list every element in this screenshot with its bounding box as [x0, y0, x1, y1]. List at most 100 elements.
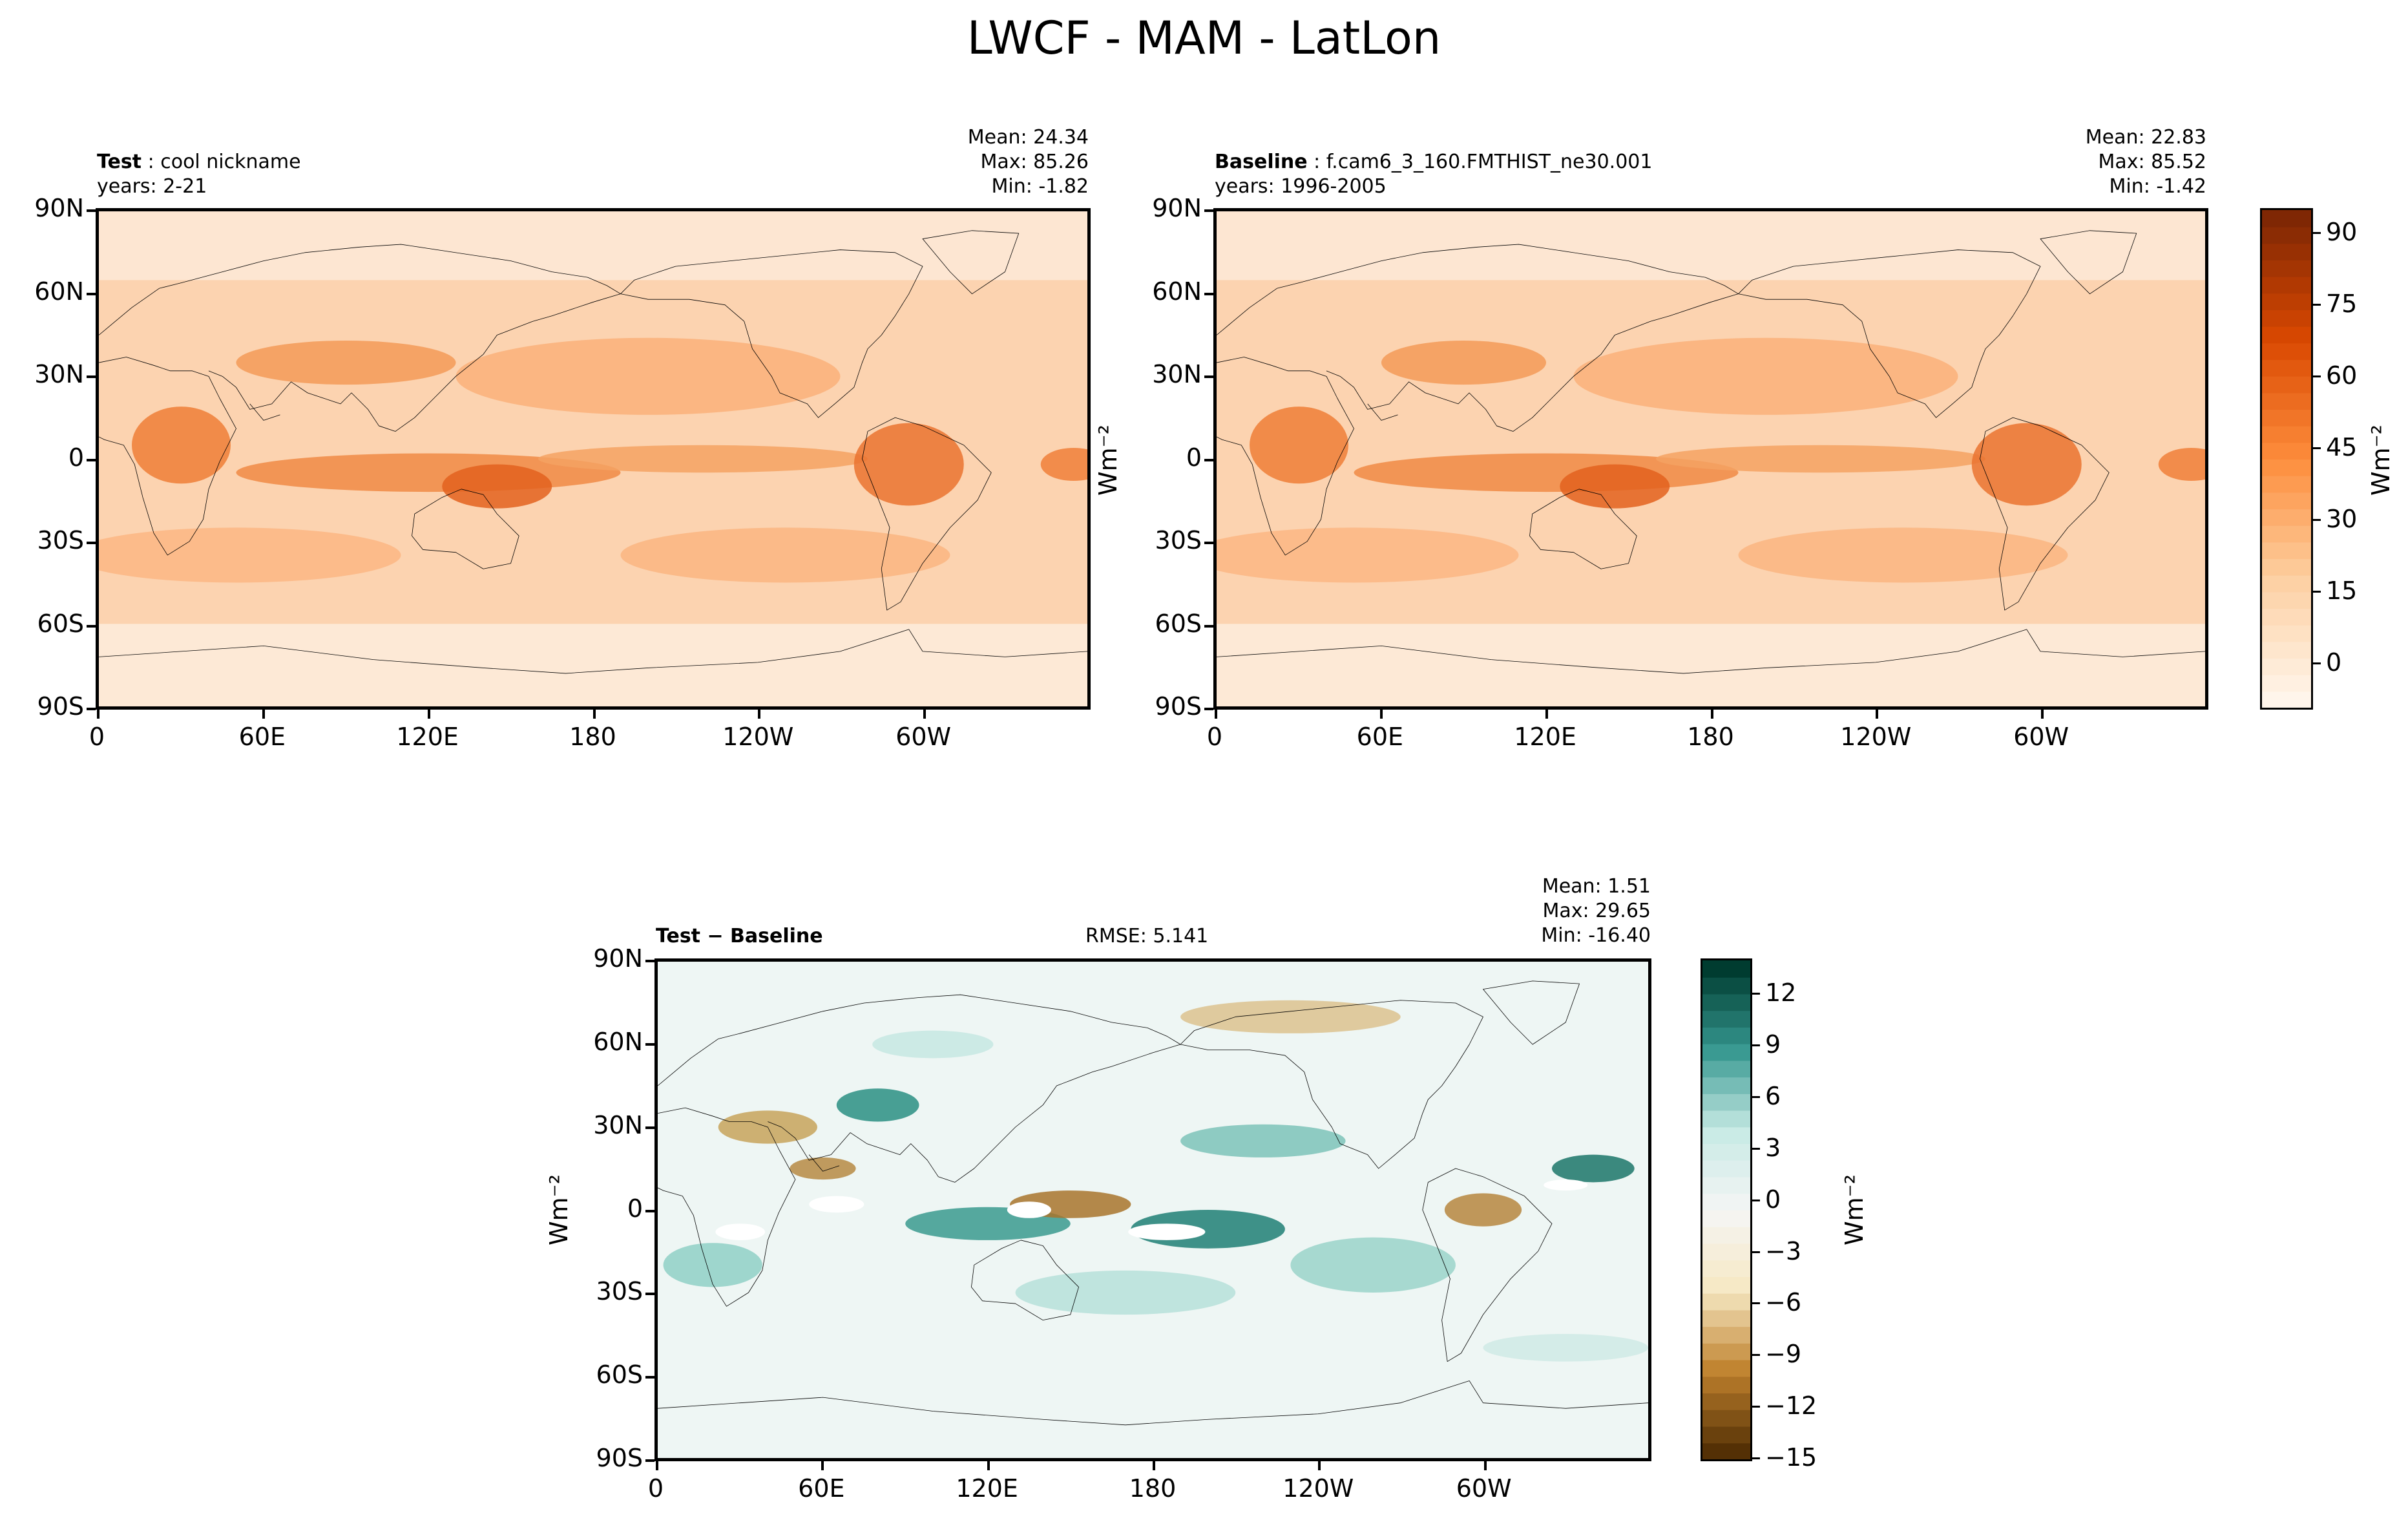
lat-tick-mark [1204, 292, 1213, 295]
lat-tick-mark [645, 1459, 654, 1462]
lat-tick-mark [1204, 209, 1213, 212]
lat-tick-label: 0 [68, 443, 84, 472]
lat-tick-mark [1204, 624, 1213, 628]
lon-tick-mark [656, 1461, 658, 1470]
lat-tick-mark [1204, 542, 1213, 544]
lon-tick-label: 60W [1456, 1474, 1512, 1503]
baseline-stats: Mean: 22.83 Max: 85.52 Min: -1.42 [1958, 125, 2206, 199]
test-name: cool nickname [160, 151, 301, 173]
lat-tick-mark [645, 960, 654, 962]
lat-tick-mark [87, 375, 96, 378]
colorbar-tick-label: 3 [1765, 1133, 1781, 1162]
lat-tick-label: 90N [34, 194, 84, 222]
baseline-lat-axis: 90N 60N 30N 0 30S 60S 90S [1118, 194, 1213, 721]
colorbar-tick-label: 12 [1765, 978, 1797, 1008]
lon-tick-mark [1318, 1461, 1321, 1470]
figure-title: LWCF - MAM - LatLon [967, 12, 1441, 65]
diff-colorbar [1701, 958, 1752, 1461]
colorbar-tick-label: −15 [1765, 1443, 1817, 1472]
fields-colorbar-ticks: 90 75 60 45 30 15 0 [2313, 208, 2391, 710]
test-lon-axis: 0 60E 120E 180 120W 60W [89, 710, 1091, 751]
colorbar-tick-mark [1752, 1044, 1760, 1047]
lon-tick-label: 0 [1206, 723, 1223, 751]
diff-rmse: RMSE: 5.141 [1085, 925, 1209, 947]
lat-tick-label: 30N [1152, 360, 1202, 388]
lat-tick-label: 60N [1152, 277, 1202, 306]
lat-tick-mark [645, 1209, 654, 1212]
lat-tick-mark [645, 1126, 654, 1129]
diff-mean: Mean: 1.51 [1542, 875, 1651, 898]
lon-tick-label: 0 [89, 723, 105, 751]
lon-tick-mark [1379, 710, 1383, 719]
colorbar-tick-mark [2313, 447, 2321, 450]
lat-tick-label: 90S [1155, 692, 1202, 721]
colorbar-tick-mark [1752, 1147, 1760, 1150]
diff-label: Test − Baseline [656, 925, 823, 947]
colorbar-tick-mark [2313, 375, 2321, 378]
lat-tick-mark [87, 624, 96, 628]
baseline-units-label: Wm⁻² [1094, 425, 1122, 496]
test-label: Test [97, 151, 142, 173]
lat-tick-label: 60N [593, 1027, 643, 1056]
colorbar-tick-label: 6 [1765, 1081, 1781, 1110]
colorbar-tick-label: −9 [1765, 1340, 1802, 1369]
test-panel-header: Test : cool nickname years: 2-21 [97, 151, 301, 198]
baseline-name: f.cam6_3_160.FMTHIST_ne30.001 [1326, 151, 1653, 173]
test-map [96, 208, 1091, 710]
colorbar-tick-mark [1752, 1406, 1760, 1408]
diff-min: Min: -16.40 [1541, 924, 1651, 947]
colorbar-tick-label: −3 [1765, 1236, 1802, 1265]
diff-lon-axis: 0 60E 120E 180 120W 60W [648, 1461, 1651, 1503]
lat-tick-label: 60S [37, 609, 84, 638]
diff-stats: Mean: 1.51 Max: 29.65 Min: -16.40 [1402, 874, 1651, 948]
colorbar-tick-mark [1752, 1457, 1760, 1459]
lon-tick-label: 60E [1356, 723, 1404, 751]
baseline-mean: Mean: 22.83 [2085, 126, 2206, 149]
lon-tick-label: 120E [956, 1474, 1018, 1503]
colorbar-tick-label: −12 [1765, 1391, 1817, 1421]
lon-tick-mark [1215, 710, 1217, 719]
colorbar-tick-mark [2313, 519, 2321, 522]
test-years: years: 2-21 [97, 175, 207, 198]
colorbar-tick-label: 45 [2326, 433, 2358, 462]
lon-tick-mark [427, 710, 430, 719]
fields-colorbar-label: Wm⁻² [2367, 425, 2395, 496]
lon-tick-label: 60E [238, 723, 286, 751]
lon-tick-label: 60E [798, 1474, 845, 1503]
lat-tick-label: 30S [1155, 526, 1202, 555]
test-mean: Mean: 24.34 [967, 126, 1089, 149]
lon-tick-mark [97, 710, 99, 719]
lat-tick-mark [87, 209, 96, 212]
diff-colorbar-ticks: 12 9 6 3 0 −3 −6 −9 −12 −15 [1752, 958, 1836, 1472]
lat-tick-mark [645, 1293, 654, 1296]
lon-tick-mark [1710, 710, 1713, 719]
baseline-max: Max: 85.52 [2098, 151, 2206, 173]
lat-tick-mark [1204, 708, 1213, 710]
lat-tick-label: 90N [593, 944, 643, 973]
lon-tick-mark [923, 710, 927, 719]
colorbar-tick-mark [1752, 1354, 1760, 1357]
lon-tick-label: 0 [647, 1474, 664, 1503]
colorbar-tick-label: 30 [2326, 505, 2358, 534]
lon-tick-label: 120W [1283, 1474, 1354, 1503]
colorbar-tick-label: 9 [1765, 1030, 1781, 1059]
colorbar-tick-mark [2313, 662, 2321, 665]
colorbar-tick-label: 0 [2326, 648, 2342, 677]
lon-tick-mark [1153, 1461, 1155, 1470]
lat-tick-mark [87, 458, 96, 461]
baseline-label: Baseline [1215, 151, 1308, 173]
colorbar-tick-mark [1752, 1199, 1760, 1201]
lat-tick-label: 30S [596, 1277, 643, 1306]
colorbar-tick-label: 75 [2326, 290, 2358, 319]
diff-colorbar-label: Wm⁻² [1840, 1174, 1869, 1245]
colorbar-tick-label: −6 [1765, 1288, 1802, 1317]
lon-tick-label: 120E [1514, 723, 1576, 751]
lat-tick-label: 60S [1155, 609, 1202, 638]
lat-tick-label: 0 [627, 1194, 643, 1223]
baseline-years: years: 1996-2005 [1215, 175, 1387, 198]
test-max: Max: 85.26 [980, 151, 1089, 173]
lon-tick-label: 120E [396, 723, 459, 751]
lat-tick-mark [645, 1042, 654, 1046]
lat-tick-label: 90S [596, 1444, 643, 1472]
lon-tick-label: 60W [895, 723, 952, 751]
